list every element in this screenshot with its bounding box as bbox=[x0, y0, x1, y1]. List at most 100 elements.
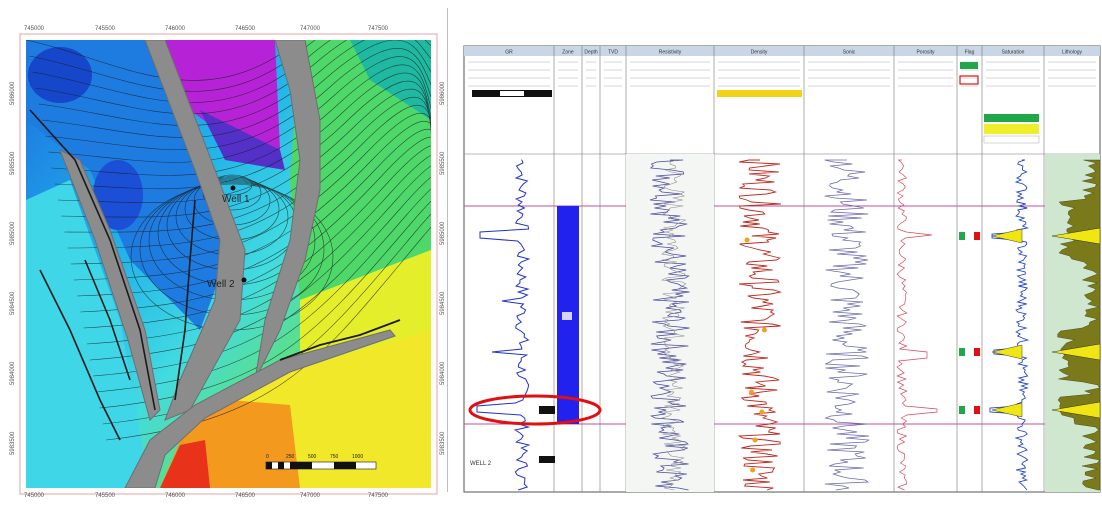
well-marker-2[interactable] bbox=[241, 277, 247, 283]
map-bottom-tick-3: 746000 bbox=[165, 493, 186, 499]
map-top-tick-3: 746000 bbox=[165, 26, 186, 32]
fault-polygon-1 bbox=[144, 40, 246, 421]
contour-line bbox=[41, 40, 431, 138]
highlight-ellipse bbox=[468, 394, 602, 426]
contour-line bbox=[51, 64, 431, 176]
density-highlight-dot bbox=[748, 389, 754, 395]
map-zone-red bbox=[160, 440, 210, 488]
well-log-panel: GR Zone Depth TVD Resistivity Density So… bbox=[462, 0, 1102, 500]
flag-red bbox=[974, 348, 980, 356]
contour-line bbox=[99, 200, 431, 409]
track-headers: GR Zone Depth TVD Resistivity Density So… bbox=[505, 50, 1082, 56]
map-bottom-tick-5: 747000 bbox=[300, 493, 321, 499]
marker-block-1 bbox=[539, 406, 555, 414]
flag-green bbox=[959, 232, 965, 240]
map-bottom-tick-2: 745500 bbox=[95, 493, 116, 499]
curve-header-boxes bbox=[472, 62, 1040, 144]
contour-line bbox=[67, 104, 431, 249]
map-right-tick-3: 5985000 bbox=[440, 221, 445, 245]
flag-red bbox=[974, 232, 980, 240]
contour-line bbox=[96, 188, 431, 393]
contour-map-panel: Well 1 Well 2 0 250 500 750 1000 745000 … bbox=[0, 0, 446, 500]
porosity-curve bbox=[896, 159, 938, 491]
gr-curve bbox=[476, 159, 531, 491]
track-header-lithology: Lithology bbox=[1062, 50, 1083, 56]
map-right-tick-5: 5984000 bbox=[440, 361, 445, 385]
saturation-curve bbox=[989, 159, 1030, 491]
scale-label-3: 750 bbox=[330, 454, 339, 460]
fault-line-2 bbox=[174, 199, 196, 401]
zone-bar-label-box bbox=[562, 312, 572, 320]
log-header-strip bbox=[464, 46, 1100, 56]
scale-label-1: 250 bbox=[286, 454, 295, 460]
track-header-saturation: Saturation bbox=[1002, 50, 1025, 56]
flag-green bbox=[959, 348, 965, 356]
map-zone-cyan bbox=[26, 180, 150, 488]
density-highlight-dot bbox=[761, 327, 767, 333]
curve-header-lines bbox=[468, 61, 1096, 87]
resistivity-curve bbox=[649, 159, 690, 491]
well-marker-1[interactable] bbox=[230, 185, 236, 191]
map-right-tick-6: 5983500 bbox=[440, 431, 445, 455]
contour-line bbox=[38, 40, 431, 126]
contour-line bbox=[73, 120, 431, 281]
map-zone-teal bbox=[350, 40, 431, 120]
well-log-display: GR Zone Depth TVD Resistivity Density So… bbox=[463, 45, 1101, 493]
log-curves bbox=[476, 159, 1101, 491]
contour-lines bbox=[26, 40, 431, 441]
scale-bar: 0 250 500 750 1000 bbox=[265, 454, 377, 470]
contour-line bbox=[105, 226, 431, 441]
flag-green bbox=[959, 406, 965, 414]
well-bottom-label: WELL 2 bbox=[470, 461, 492, 467]
track-header-sonic: Sonic bbox=[843, 50, 856, 56]
track-header-zone: Zone bbox=[562, 50, 574, 56]
map-right-tick-1: 5986000 bbox=[440, 81, 445, 105]
map-left-tick-4: 5984500 bbox=[10, 291, 16, 315]
lithology-sand-fill bbox=[1051, 227, 1101, 245]
contour-line bbox=[83, 145, 431, 329]
fault-polygon-4 bbox=[124, 329, 396, 488]
marker-block-2 bbox=[539, 456, 555, 463]
contour-line bbox=[80, 136, 431, 313]
resistivity-curve-2 bbox=[661, 159, 687, 491]
well-label-1: Well 1 bbox=[222, 194, 250, 205]
track-header-flag: Flag bbox=[965, 50, 975, 56]
map-bottom-tick-6: 747500 bbox=[368, 493, 389, 499]
map-bottom-tick-4: 746500 bbox=[235, 493, 256, 499]
map-top-tick-1: 745000 bbox=[24, 26, 45, 32]
density-highlight-dot bbox=[750, 467, 756, 473]
track-header-density: Density bbox=[751, 50, 768, 56]
map-deep-low bbox=[28, 47, 92, 103]
map-frame bbox=[19, 33, 438, 495]
contour-line bbox=[61, 88, 431, 218]
sonic-curve bbox=[824, 159, 870, 491]
map-left-tick-3: 5985000 bbox=[10, 221, 16, 245]
saturation-fill bbox=[991, 344, 1023, 360]
map-left-tick-2: 5985500 bbox=[10, 151, 16, 175]
density-curve bbox=[737, 159, 783, 491]
fault-polygon-3 bbox=[59, 148, 161, 421]
map-top-tick-5: 747000 bbox=[300, 26, 321, 32]
track-header-porosity: Porosity bbox=[916, 50, 935, 56]
scale-label-4: 1000 bbox=[352, 454, 363, 460]
track-header-gr: GR bbox=[505, 50, 513, 56]
fault-line-3 bbox=[39, 269, 121, 441]
scale-label-0: 0 bbox=[266, 454, 269, 460]
structure-contour-map: Well 1 Well 2 0 250 500 750 1000 745000 … bbox=[10, 26, 446, 499]
density-highlight-dot bbox=[744, 237, 750, 243]
map-left-tick-1: 5986000 bbox=[10, 81, 16, 105]
fault-polygon-2 bbox=[254, 40, 321, 381]
contour-line bbox=[48, 56, 431, 163]
track-header-resistivity: Resistivity bbox=[659, 50, 682, 56]
density-highlight-dot bbox=[759, 409, 765, 415]
map-top-tick-2: 745500 bbox=[95, 26, 116, 32]
saturation-fill bbox=[991, 228, 1023, 244]
map-deep-low-2 bbox=[93, 160, 143, 230]
density-highlight-dot bbox=[752, 437, 758, 443]
map-top-tick-4: 746500 bbox=[235, 26, 256, 32]
well-label-2: Well 2 bbox=[207, 279, 235, 290]
lithology-sand-fill bbox=[1051, 343, 1101, 361]
track-header-tvd: TVD bbox=[608, 50, 618, 56]
contour-line bbox=[35, 40, 431, 115]
track-header-depth: Depth bbox=[584, 50, 598, 56]
